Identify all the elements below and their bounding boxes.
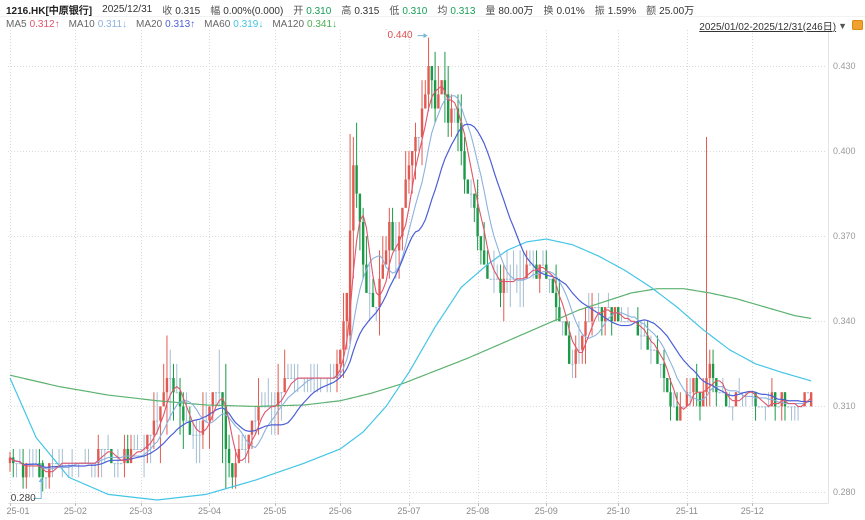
date-range-selector[interactable]: 2025/01/02-2025/12/31(246日) ▼	[699, 18, 847, 34]
ma60-value: 0.319↓	[233, 19, 264, 30]
ma-legend-row: MA5 0.312↑ MA10 0.311↓ MA20 0.313↑ MA60 0.319↓ M…	[0, 17, 865, 34]
ma5-legend: MA5 0.312↑	[6, 19, 60, 30]
y-tick-0.400: 0.400	[833, 146, 856, 157]
quote-field-label-amount: 额	[646, 5, 657, 17]
quote-field-amplitude: 振 1.59%	[595, 6, 636, 17]
quote-field-turnover-rate: 换 0.01%	[543, 6, 584, 17]
x-tick-25-12: 25-12	[740, 506, 764, 516]
quote-field-volume: 量 80.00万	[485, 6, 533, 17]
year-low-label: 0.280	[10, 493, 36, 504]
quote-field-value-low: 0.310	[402, 5, 428, 17]
quote-field-value-amplitude: 1.59%	[607, 5, 637, 17]
quote-field-avg: 均 0.313	[437, 6, 475, 17]
ma5-label: MA5	[6, 19, 27, 30]
y-tick-0.280: 0.280	[833, 486, 856, 497]
quote-field-value-volume: 80.00万	[498, 5, 534, 17]
ma60-legend: MA60 0.319↓	[204, 19, 263, 30]
x-tick-25-06: 25-06	[328, 506, 352, 516]
x-tick-25-10: 25-10	[606, 506, 630, 516]
ma20-legend: MA20 0.313↑	[136, 19, 195, 30]
x-tick-25-02: 25-02	[63, 506, 87, 516]
ma120-label: MA120	[272, 19, 305, 30]
y-tick-0.340: 0.340	[833, 316, 856, 327]
ma10-legend: MA10 0.311↓	[69, 19, 127, 30]
ma60-label: MA60	[204, 19, 231, 30]
x-tick-25-03: 25-03	[129, 506, 153, 516]
quote-field-value-amount: 25.00万	[659, 5, 695, 17]
chevron-down-icon[interactable]: ▼	[838, 20, 847, 31]
quote-field-close: 收 0.315	[162, 6, 200, 17]
ma20-value: 0.313↑	[165, 19, 196, 30]
y-tick-0.310: 0.310	[833, 401, 856, 412]
x-tick-25-11: 25-11	[675, 506, 699, 516]
quote-header: 1216.HK[中原银行] 2025/12/31 收 0.315 幅 0.00%(0.…	[0, 0, 865, 34]
x-tick-25-04: 25-04	[197, 506, 221, 516]
ma120-value: 0.341↓	[307, 19, 338, 30]
x-tick-25-05: 25-05	[263, 506, 287, 516]
x-tick-25-01: 25-01	[6, 506, 30, 516]
ma5-value: 0.312↑	[29, 19, 60, 30]
quote-field-value-close: 0.315	[175, 5, 201, 17]
y-tick-0.370: 0.370	[833, 231, 856, 242]
ma10-label: MA10	[68, 19, 95, 30]
quote-field-high: 高 0.315	[341, 6, 379, 17]
date-range-label[interactable]: 2025/01/02-2025/12/31(246日)	[699, 22, 837, 33]
ma20-label: MA20	[136, 19, 163, 30]
quote-field-label-high: 高	[341, 5, 352, 17]
quote-field-label-low: 低	[389, 5, 400, 17]
quote-field-value-open: 0.310	[306, 5, 332, 17]
x-tick-25-09: 25-09	[534, 506, 558, 516]
quote-field-value-high: 0.315	[354, 5, 380, 17]
quote-field-change: 幅 0.00%(0.000)	[210, 6, 283, 17]
x-tick-25-07: 25-07	[397, 506, 421, 516]
quote-field-label-avg: 均	[437, 5, 448, 17]
ma10-value: 0.311↓	[97, 19, 128, 30]
quote-field-value-turnover-rate: 0.01%	[556, 5, 585, 17]
x-tick-25-08: 25-08	[466, 506, 490, 516]
quote-field-open: 开 0.310	[293, 6, 331, 17]
quote-field-label-turnover-rate: 换	[543, 5, 554, 17]
ma-legend: MA5 0.312↑ MA10 0.311↓ MA20 0.313↑ MA60 0.319↓ M…	[6, 19, 346, 30]
quote-field-label-amplitude: 振	[594, 5, 605, 17]
quote-field-label-change: 幅	[210, 5, 221, 17]
quote-field-value-avg: 0.313	[450, 5, 476, 17]
y-tick-0.430: 0.430	[833, 61, 856, 71]
quote-field-label-close: 收	[162, 5, 173, 17]
quote-field-low: 低 0.310	[389, 6, 427, 17]
quote-field-label-open: 开	[293, 5, 304, 17]
quote-field-amount: 额 25.00万	[646, 6, 694, 17]
alert-icon[interactable]	[852, 20, 863, 30]
quote-date: 2025/12/31	[102, 3, 153, 15]
ma120-legend: MA120 0.341↓	[272, 19, 337, 30]
year-high-label: 0.440	[387, 29, 413, 41]
quote-field-label-volume: 量	[485, 5, 496, 17]
stock-symbol[interactable]: 1216.HK[中原银行]	[6, 5, 93, 17]
quote-stats-row: 1216.HK[中原银行] 2025/12/31 收 0.315 幅 0.00%(0.…	[0, 0, 865, 17]
quote-fields: 收 0.315 幅 0.00%(0.000) 开 0.310 高 0.315 低 0.310 均 0.…	[162, 2, 704, 17]
quote-field-value-change: 0.00%(0.000)	[223, 5, 284, 17]
